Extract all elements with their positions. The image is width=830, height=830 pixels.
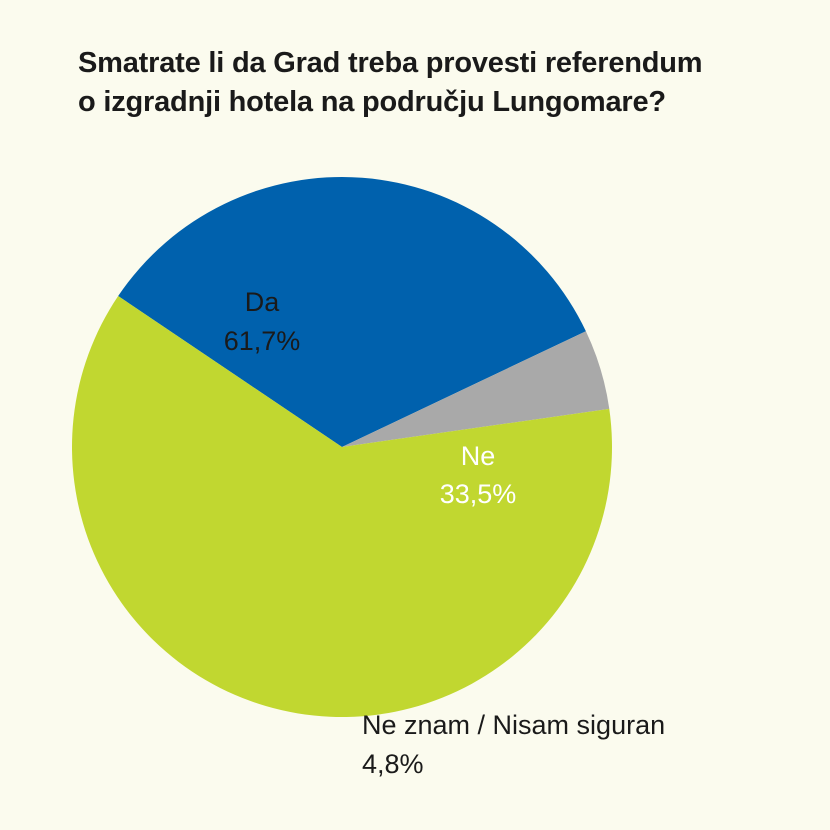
pie-slice-da [71, 296, 612, 718]
slice-label-ne: Ne [461, 441, 496, 471]
chart-title-line-1: Smatrate li da Grad treba provesti refer… [78, 47, 703, 79]
slice-label-ne-znam: Ne znam / Nisam siguran [362, 710, 665, 740]
slice-value-ne-znam: 4,8% [362, 749, 424, 779]
pie-slice-ne-znam-nisam-siguran [342, 331, 610, 447]
pie-slice-ne [118, 177, 586, 448]
chart-title: Smatrate li da Grad treba provesti refer… [78, 44, 798, 122]
chart-title-line-2: o izgradnji hotela na području Lungomare… [78, 86, 666, 118]
slice-value-da: 61,7% [224, 326, 301, 356]
slice-label-da: Da [245, 287, 280, 317]
pie-slices [71, 177, 612, 718]
slice-value-ne: 33,5% [440, 479, 517, 509]
